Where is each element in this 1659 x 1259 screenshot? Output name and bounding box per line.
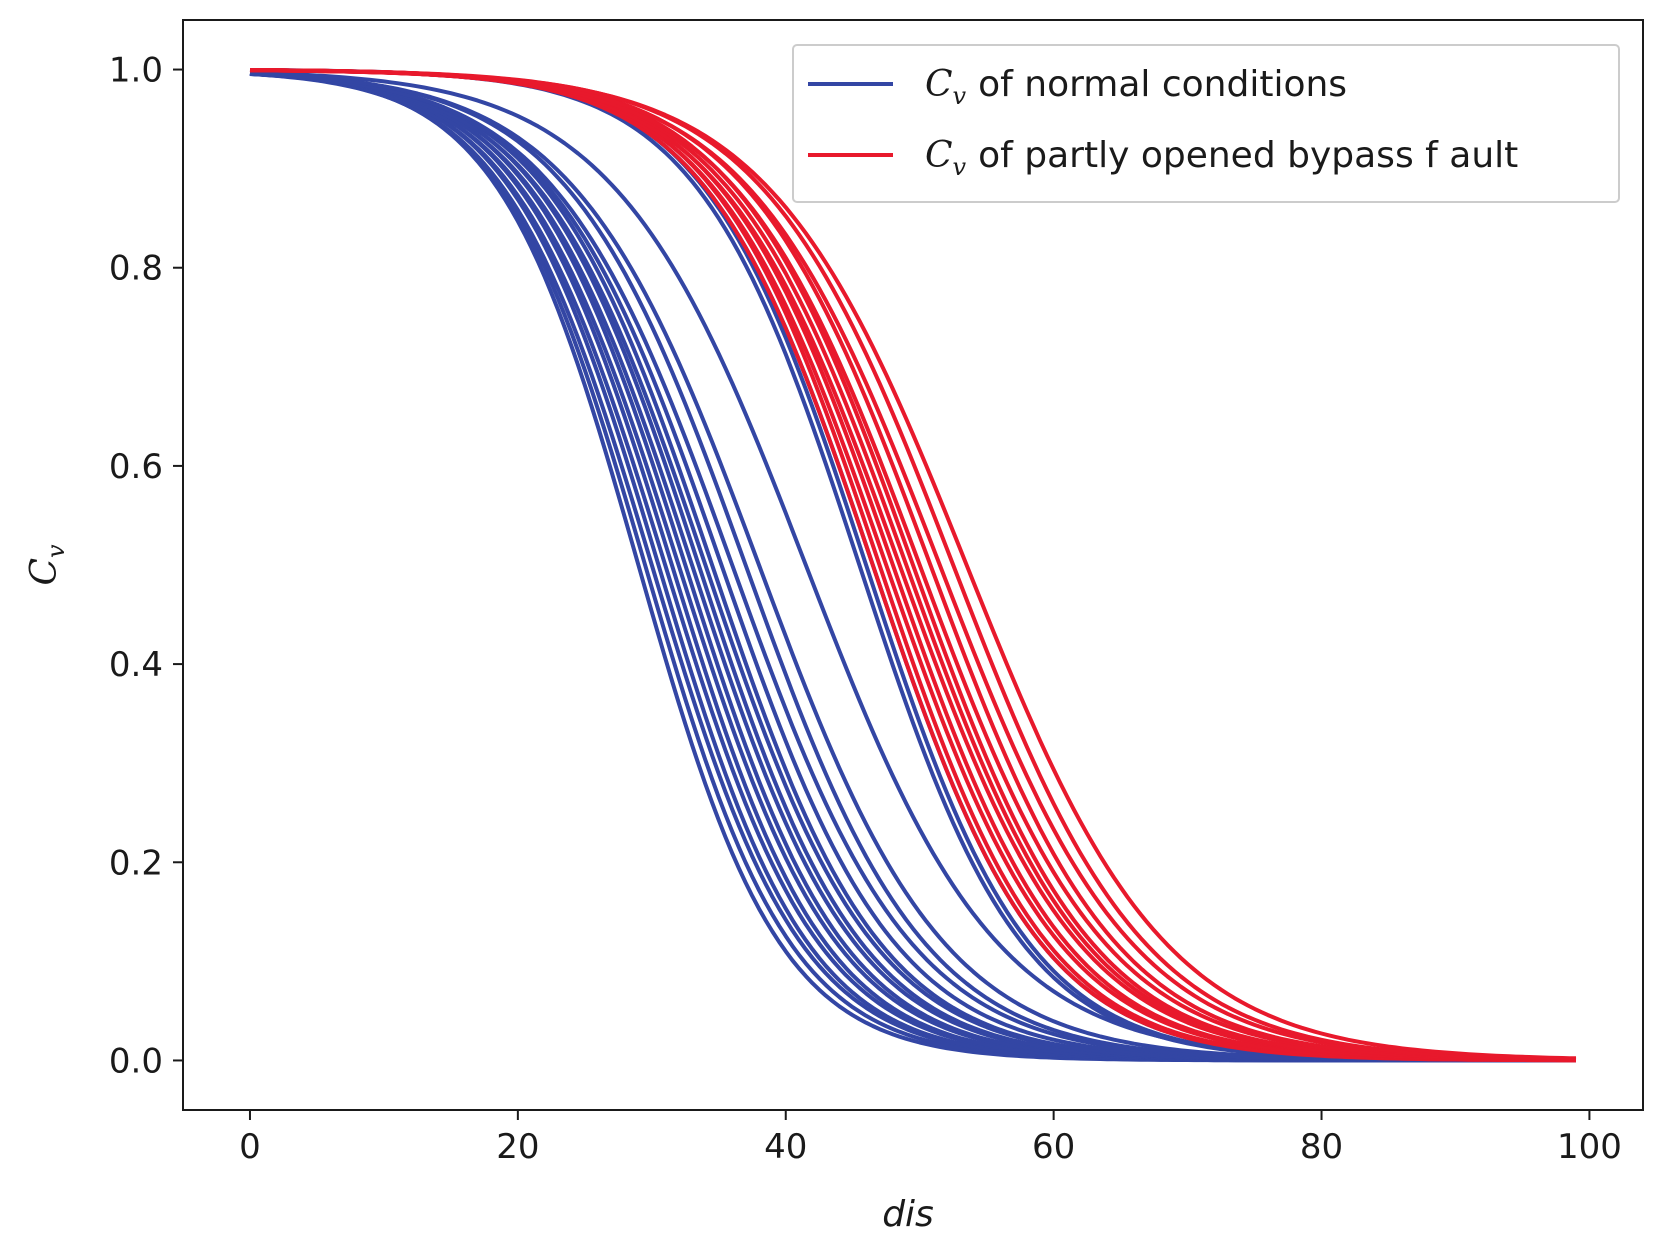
- legend-normal-text: of normal conditions: [978, 64, 1347, 105]
- svg-text:Cv: Cv: [24, 544, 70, 586]
- legend-normal-subscript: v: [953, 82, 967, 110]
- x-tick-label: 80: [1300, 1127, 1343, 1167]
- y-tick-label: 0.4: [109, 645, 163, 685]
- legend-entry-normal: Cv of normal conditions: [925, 64, 1347, 110]
- x-tick-label: 20: [496, 1127, 539, 1167]
- legend-fault-subscript: v: [953, 153, 967, 181]
- legend-normal-symbol: C: [925, 64, 953, 105]
- x-tick-label: 60: [1032, 1127, 1075, 1167]
- y-tick-label: 0.2: [109, 843, 163, 883]
- legend-entry-fault: Cv of partly opened bypass f ault: [925, 135, 1518, 181]
- y-axis-label: Cv: [24, 544, 70, 586]
- legend-fault-text: of partly opened bypass f ault: [978, 135, 1518, 176]
- y-tick-label: 0.8: [109, 249, 163, 289]
- series-line-fault-11: [250, 68, 1577, 1061]
- legend-fault-symbol: C: [925, 135, 953, 176]
- x-tick-label: 0: [239, 1127, 261, 1167]
- y-tick-label: 0.6: [109, 447, 163, 487]
- axes-frame: [182, 19, 1644, 1111]
- y-tick-label: 1.0: [109, 51, 163, 91]
- x-tick-label: 40: [764, 1127, 807, 1167]
- y-tick-label: 0.0: [109, 1041, 163, 1081]
- ticks-layer: 0 20 40 60 80 100 0.0 0.2 0.4 0.6 0.8 1.0: [109, 51, 1622, 1167]
- y-axis-label-symbol: C: [24, 558, 65, 586]
- legend-box: [792, 44, 1620, 203]
- x-axis-label: dis: [882, 1194, 934, 1235]
- series-layer: [249, 68, 1577, 1063]
- x-tick-label: 100: [1557, 1127, 1622, 1167]
- y-axis-label-subscript: v: [42, 544, 70, 558]
- legend: Cv of normal conditions Cv of partly opene…: [792, 44, 1620, 203]
